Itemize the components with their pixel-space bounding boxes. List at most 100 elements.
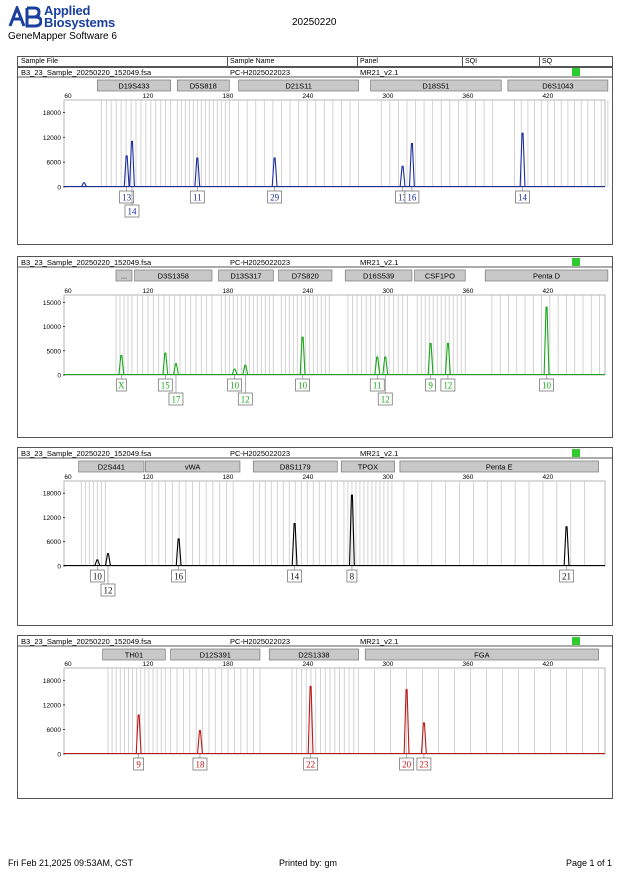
locus-label: D3S1358 [158,272,189,281]
sample-name-value: PC-H2025022023 [230,637,290,646]
sample-name-value: PC-H2025022023 [230,258,290,267]
x-tick-label: 360 [462,661,473,668]
allele-label-box [515,190,530,204]
panel-value: MR21_v2.1 [360,449,398,458]
locus-label: D2S1338 [298,651,329,660]
locus-box [218,269,274,282]
locus-label: TH01 [125,651,143,660]
locus-box [278,269,333,282]
locus-box [176,79,230,92]
allele-label: 23 [419,760,429,770]
y-tick-label: 5000 [47,348,62,355]
locus-label: D5S818 [190,82,217,91]
locus-label: D6S1043 [542,82,573,91]
locus-box [370,79,502,92]
allele-label: 10 [298,381,308,391]
locus-box [484,269,609,282]
locus-label: CSF1PO [425,272,455,281]
peak [118,355,125,375]
y-tick-label: 0 [57,185,61,192]
x-tick-label: 60 [64,474,72,481]
electropherogram-panel-green: B3_23_Sample_20250220_152049.fsa PC-H2025… [17,256,613,438]
allele-label-box [100,583,116,597]
electropherogram-red: B3_23_Sample_20250220_152049.fsa PC-H2025… [18,637,612,771]
allele-label-box [346,569,358,583]
allele-label: 29 [270,193,280,203]
x-tick-label: 120 [143,93,154,100]
x-tick-label: 240 [303,661,314,668]
panel-value: MR21_v2.1 [360,637,398,646]
allele-label-box [416,757,432,771]
peak [382,356,389,375]
allele-label-box [171,569,186,583]
locus-box [96,79,171,92]
x-tick-label: 300 [382,288,393,295]
x-tick-label: 420 [542,661,553,668]
x-tick-label: 240 [303,474,314,481]
peak [563,526,570,566]
peak [543,306,550,375]
y-tick-label: 12000 [43,135,61,142]
peak [399,165,406,187]
allele-label: 16 [407,193,417,203]
y-tick-label: 12000 [43,515,61,522]
locus-box [399,460,599,473]
allele-label: 14 [290,572,300,582]
locus-box [102,648,166,661]
y-tick-label: 18000 [43,110,61,117]
allele-label-box [89,569,105,583]
allele-label-box [189,190,205,204]
allele-label-box [425,378,436,392]
allele-label-box [303,757,318,771]
allele-label: 20 [402,760,412,770]
allele-label: X [118,381,125,391]
peak [348,494,355,566]
peak [420,722,427,754]
locus-label: vWA [185,463,201,472]
y-tick-label: 18000 [43,678,61,685]
peak [519,132,526,187]
allele-label-box [377,392,393,406]
print-timestamp: Fri Feb 21,2025 09:53AM, CST [8,858,134,868]
locus-label: D12S391 [200,651,231,660]
y-tick-label: 18000 [43,491,61,498]
report-date: 20250220 [292,17,337,28]
sample-file-value: B3_23_Sample_20250220_152049.fsa [21,68,152,77]
locus-box [344,269,413,282]
allele-label-box [115,378,127,392]
locus-box [115,269,133,282]
peak [173,363,179,375]
x-tick-label: 300 [382,474,393,481]
x-tick-label: 180 [223,661,234,668]
allele-label: 10 [230,381,240,391]
peak [374,356,381,375]
locus-box [78,460,145,473]
sample-file-value: B3_23_Sample_20250220_152049.fsa [21,637,152,646]
locus-box [364,648,599,661]
allele-label-box [369,378,385,392]
brand-line1: Applied [44,3,91,18]
col-sample-file: Sample File [21,58,58,65]
locus-label: D18S51 [422,82,449,91]
allele-label-box [237,392,253,406]
locus-box [340,460,395,473]
y-tick-label: 0 [57,564,61,571]
allele-label-box [227,378,242,392]
allele-label: 11 [373,381,382,391]
allele-label: 11 [193,193,202,203]
x-tick-label: 420 [542,288,553,295]
allele-label: 12 [103,586,112,596]
locus-box [507,79,609,92]
allele-label-box [295,378,310,392]
x-tick-label: 360 [462,93,473,100]
locus-box [170,648,261,661]
applied-biosystems-logo-icon [8,6,42,28]
x-tick-label: 180 [223,288,234,295]
electropherogram-panel-red: B3_23_Sample_20250220_152049.fsa PC-H2025… [17,635,613,799]
peak [123,155,130,187]
locus-box [144,460,241,473]
peak [403,689,410,754]
peak [271,157,278,187]
x-tick-label: 120 [143,661,154,668]
x-tick-label: 60 [64,93,72,100]
